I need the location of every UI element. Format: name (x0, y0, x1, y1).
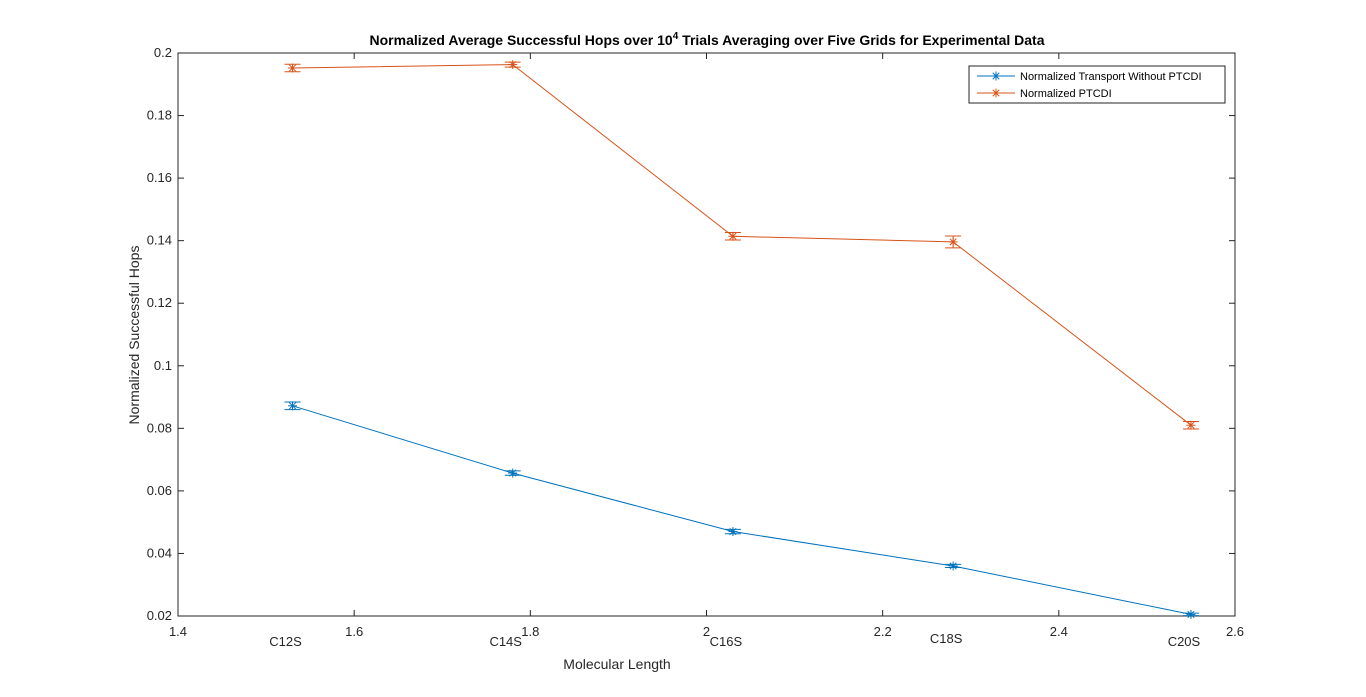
legend-label: Normalized Transport Without PTCDI (1020, 71, 1202, 83)
chart-title: Normalized Average Successful Hops over … (370, 31, 1045, 48)
series-line-1 (292, 64, 1192, 426)
category-label: C18S (930, 631, 963, 646)
data-point-marker (1186, 609, 1196, 619)
legend-marker (991, 88, 1001, 98)
star-stroke (949, 238, 957, 246)
star-stroke (1187, 610, 1195, 619)
legend-marker (991, 71, 1001, 81)
y-tick-label: 0.2 (154, 45, 172, 60)
category-label: C12S (269, 634, 302, 649)
data-point-marker (948, 561, 958, 571)
x-tick-label: 2.4 (1050, 624, 1068, 639)
star-stroke (729, 232, 737, 240)
y-tick-label: 0.14 (147, 233, 172, 248)
y-tick-label: 0.18 (147, 108, 172, 123)
star-stroke (729, 527, 737, 536)
series-line-0 (292, 405, 1192, 615)
star-stroke (509, 60, 517, 69)
y-tick-label: 0.02 (147, 608, 172, 623)
x-tick-label: 2 (703, 624, 710, 639)
star-stroke (992, 89, 1000, 97)
star-stroke (288, 64, 297, 72)
plot-area-box (177, 52, 1236, 617)
data-point-marker (508, 468, 518, 478)
star-stroke (949, 562, 957, 570)
star-stroke (992, 72, 1000, 80)
title-main: Normalized Average Successful Hops over … (370, 32, 673, 48)
legend-label: Normalized PTCDI (1020, 88, 1112, 100)
data-point-marker (948, 237, 958, 247)
title-rest: Trials Averaging over Five Grids for Exp… (678, 32, 1044, 48)
title-superscript: 4 (673, 31, 679, 42)
star-stroke (288, 402, 297, 410)
data-point-marker (508, 60, 518, 70)
category-label: C20S (1168, 634, 1201, 649)
y-tick-label: 0.16 (147, 170, 172, 185)
y-tick-label: 0.12 (147, 295, 172, 310)
x-tick-label: 1.8 (521, 624, 539, 639)
star-stroke (1187, 421, 1195, 429)
x-tick-label: 2.6 (1226, 624, 1244, 639)
category-label: C16S (710, 634, 743, 649)
x-tick-label: 1.6 (345, 624, 363, 639)
x-axis-label: Molecular Length (563, 656, 670, 672)
data-point-marker (288, 63, 298, 73)
data-point-marker (1186, 420, 1196, 430)
y-tick-label: 0.06 (147, 483, 172, 498)
data-point-marker (728, 231, 738, 241)
legend-box (968, 65, 1226, 104)
y-tick-label: 0.04 (147, 545, 172, 560)
x-tick-label: 2.2 (874, 624, 892, 639)
x-tick-label: 1.4 (169, 624, 187, 639)
y-tick-label: 0.08 (147, 420, 172, 435)
data-point-marker (728, 527, 738, 537)
data-point-marker (288, 401, 298, 411)
y-tick-label: 0.1 (154, 358, 172, 373)
y-axis-label: Normalized Successful Hops (126, 246, 142, 425)
star-stroke (509, 469, 517, 477)
category-label: C14S (489, 634, 522, 649)
